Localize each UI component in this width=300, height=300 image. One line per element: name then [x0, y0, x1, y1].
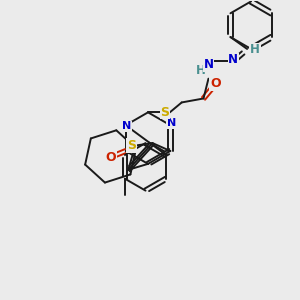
- Text: O: O: [210, 77, 221, 90]
- Text: H: H: [250, 44, 260, 56]
- Text: N: N: [167, 118, 176, 128]
- Text: N: N: [203, 58, 214, 71]
- Text: S: S: [127, 139, 136, 152]
- Text: S: S: [160, 106, 169, 119]
- Text: O: O: [106, 152, 116, 164]
- Text: N: N: [122, 121, 131, 131]
- Text: H: H: [196, 64, 206, 77]
- Text: N: N: [228, 53, 238, 66]
